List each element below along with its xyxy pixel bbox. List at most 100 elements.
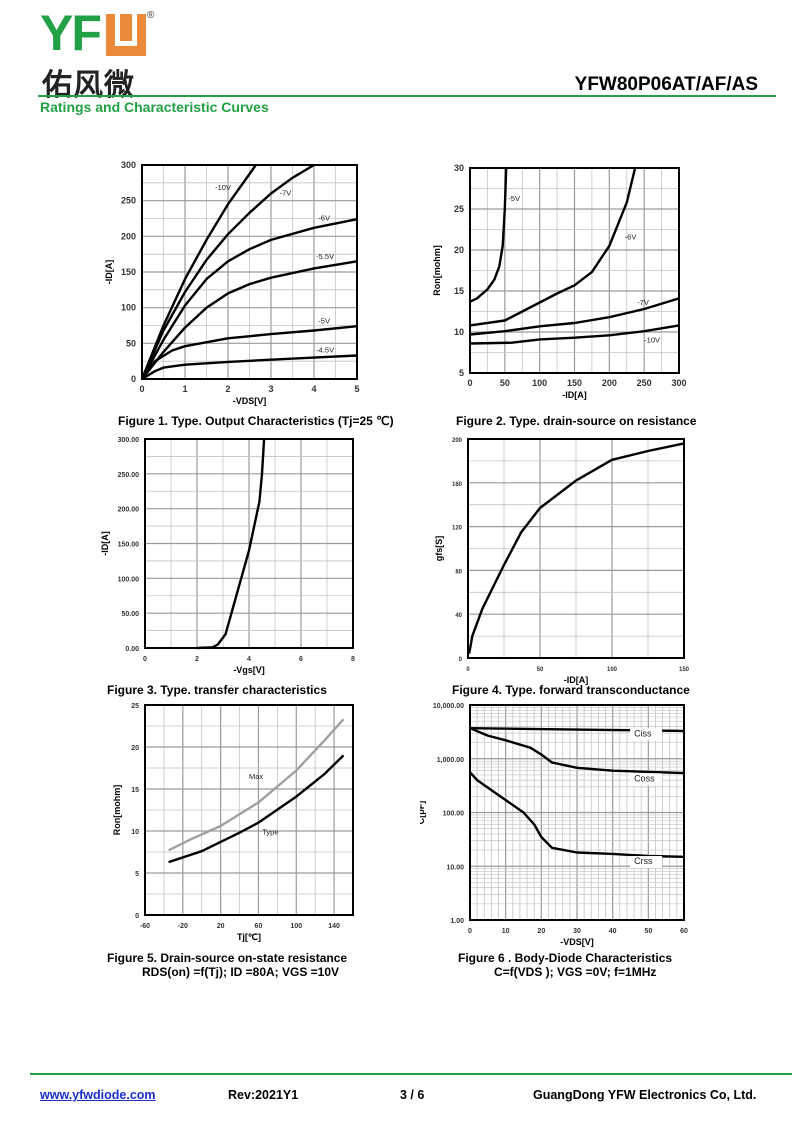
y-tick-label: 1.00 (450, 918, 464, 925)
series-line-gfs (468, 442, 685, 654)
series-label: -4.5V (316, 346, 334, 355)
x-axis-label: Tj[℃] (237, 932, 261, 942)
x-tick-label: 0 (139, 384, 144, 394)
x-tick-label: -20 (178, 923, 188, 930)
x-tick-label: 10 (502, 928, 510, 935)
y-tick-label: 200 (452, 438, 463, 444)
plot-frame (144, 704, 354, 916)
y-tick-label: 25 (131, 703, 139, 710)
y-tick-label: 10 (454, 327, 464, 337)
y-axis-label: -ID[A] (104, 260, 114, 285)
x-tick-label: 40 (609, 928, 617, 935)
series-line-coss (469, 727, 685, 775)
series-label-bg (630, 773, 663, 786)
y-tick-label: 0 (131, 374, 136, 384)
x-tick-label: 50 (537, 667, 544, 673)
series-line-6v (140, 218, 358, 380)
y-tick-label: 30 (454, 163, 464, 173)
x-tick-label: 20 (217, 923, 225, 930)
revision: Rev:2021Y1 (228, 1088, 299, 1102)
series-label: -10V (215, 183, 231, 192)
x-tick-label: 60 (680, 928, 688, 935)
y-tick-label: 5 (459, 368, 464, 378)
series-label: -5.5V (316, 252, 334, 261)
x-tick-label: 20 (537, 928, 545, 935)
series-label: -7V (637, 298, 649, 307)
y-tick-label: 40 (455, 613, 462, 619)
grid (467, 438, 685, 659)
x-tick-label: 100 (532, 378, 547, 388)
y-tick-label: 250.00 (118, 472, 140, 479)
x-axis-label: -ID[A] (562, 390, 587, 400)
y-tick-label: 120 (452, 526, 463, 532)
x-tick-label: 200 (602, 378, 617, 388)
x-tick-label: 250 (637, 378, 652, 388)
header-divider (38, 95, 776, 97)
y-tick-label: 160 (452, 482, 463, 488)
figure-1-caption: Figure 1. Type. Output Characteristics (… (118, 414, 394, 428)
x-tick-label: 6 (299, 656, 303, 663)
y-tick-label: 25 (454, 204, 464, 214)
x-tick-label: 5 (354, 384, 359, 394)
x-tick-label: 0 (467, 378, 472, 388)
y-tick-label: 10.00 (446, 864, 464, 871)
series-line-10v (469, 324, 680, 345)
y-tick-label: 0 (459, 657, 463, 663)
series-label: -5V (318, 316, 330, 325)
y-tick-label: 15 (454, 286, 464, 296)
figure-3-caption: Figure 3. Type. transfer characteristics (107, 683, 327, 697)
y-tick-label: 0 (135, 913, 139, 920)
chart-transfer-characteristics: 0 2 4 6 8 0.00 50.00 100.00 150.00 200.00 250.00 30… (100, 437, 355, 675)
x-tick-label: 50 (500, 378, 510, 388)
series-line-6v (469, 167, 637, 327)
series-label: -5V (508, 194, 520, 203)
plot-frame (467, 438, 685, 659)
grid (144, 438, 354, 649)
part-number: YFW80P06AT/AF/AS (574, 74, 758, 95)
logo-w-mark (106, 14, 146, 56)
x-axis-label: -VDS[V] (233, 396, 267, 406)
x-tick-label: 4 (247, 656, 251, 663)
y-tick-label: 20 (131, 745, 139, 752)
plot-frame (469, 704, 685, 921)
x-tick-label: 100 (290, 923, 302, 930)
section-title: Ratings and Characteristic Curves (40, 99, 269, 115)
figure-5-conditions: RDS(on) =f(Tj); ID =80A; VGS =10V (142, 965, 340, 979)
y-tick-label: 80 (455, 569, 462, 575)
x-tick-label: -60 (140, 923, 150, 930)
y-tick-label: 250 (121, 196, 136, 206)
grid (144, 704, 354, 916)
series-label: Max (249, 772, 263, 781)
y-tick-label: 5 (135, 871, 139, 878)
series-line-7v (140, 163, 315, 380)
figure-5-caption: Figure 5. Drain-source on-state resistan… (107, 951, 348, 965)
plot-frame (144, 438, 354, 649)
registered-mark: ® (147, 10, 155, 21)
website-link[interactable]: www.yfwdiode.com (40, 1088, 156, 1102)
plot-frame (141, 164, 358, 380)
series-label: -7V (280, 189, 292, 198)
y-tick-label: 20 (454, 245, 464, 255)
x-tick-label: 100 (607, 667, 618, 673)
y-tick-label: 50 (126, 338, 136, 348)
x-tick-label: 60 (255, 923, 263, 930)
series-label: Ciss (634, 728, 652, 738)
y-axis-label: Ron[mohm] (112, 785, 122, 836)
x-tick-label: 150 (567, 378, 582, 388)
series-label: Crss (634, 856, 653, 866)
chart-output-characteristics: -10V-7V-6V-5.5V-5V-4.5V0 1 2 3 4 505010015020… (104, 160, 360, 406)
series-label-bg (630, 728, 663, 741)
chart-on-state-resistance-vs-temp: Max Type -60 -20 20 60 100 140 0 5 10 15 20 25 Tj[℃] Ro… (112, 703, 354, 942)
y-axis-label: gfs[S] (434, 536, 444, 562)
series-line-5v (141, 325, 358, 380)
chart-capacitance: Ciss Coss Crss 0 10 20 30 40 50 60 1.00 10.00 100.00… (420, 703, 688, 947)
series-line-crss (469, 771, 685, 858)
y-tick-label: 10,000.00 (433, 703, 464, 710)
series-label: Coss (634, 773, 655, 783)
series-label: -10V (644, 336, 660, 345)
series-line-type (168, 754, 345, 864)
x-tick-label: 50 (644, 928, 652, 935)
series-line-max (168, 718, 345, 852)
figure-2-caption: Figure 2. Type. drain-source on resistan… (456, 414, 697, 428)
x-tick-label: 0 (466, 667, 470, 673)
